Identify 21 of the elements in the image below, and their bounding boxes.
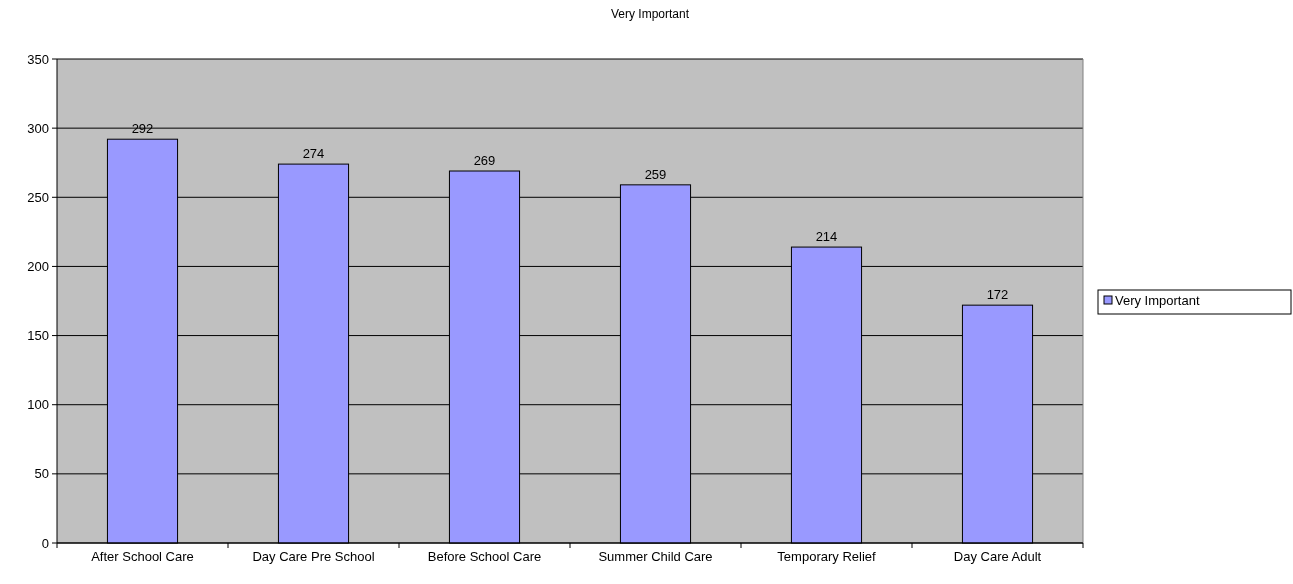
data-label: 172 xyxy=(986,287,1009,303)
x-tick-label: Day Care Adult xyxy=(953,549,1042,564)
y-tick-label: 200 xyxy=(27,258,49,274)
x-tick-label: Temporary Relief xyxy=(777,549,877,564)
data-label: 214 xyxy=(815,229,838,245)
x-tick-label: After School Care xyxy=(91,549,194,564)
x-tick-label: Before School Care xyxy=(427,549,542,564)
data-label: 259 xyxy=(644,166,667,182)
x-tick-label: Day Care Pre School xyxy=(252,549,375,564)
x-tick-label: Summer Child Care xyxy=(598,549,713,564)
y-tick-label: 0 xyxy=(41,535,49,551)
y-tick-label: 250 xyxy=(27,189,49,205)
chart-title: Very Important xyxy=(610,7,690,21)
y-tick-label: 50 xyxy=(34,466,49,482)
y-tick-label: 150 xyxy=(27,328,49,344)
y-tick-label: 100 xyxy=(27,397,49,413)
y-tick-label: 350 xyxy=(27,51,49,67)
data-label: 269 xyxy=(473,153,496,169)
legend-label: Very Important xyxy=(1115,292,1200,308)
y-tick-label: 300 xyxy=(27,120,49,136)
data-label: 274 xyxy=(302,146,325,162)
